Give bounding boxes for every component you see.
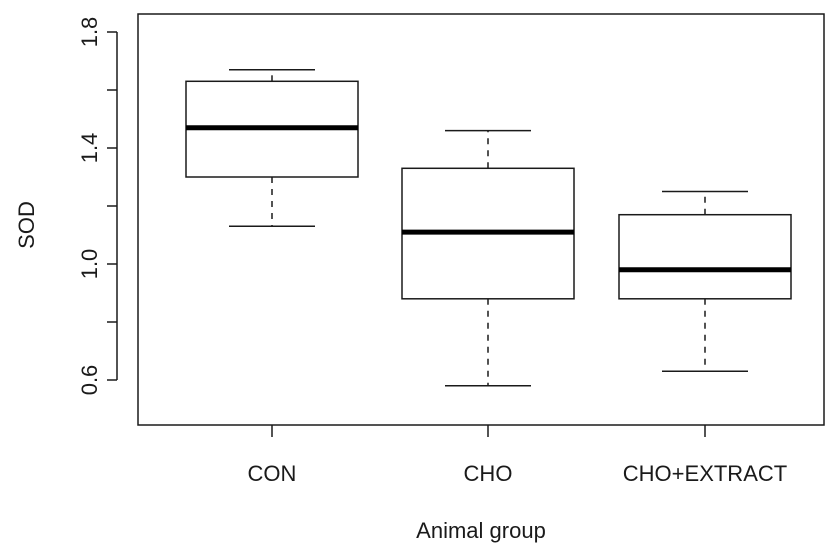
- y-tick-label: 1.4: [77, 133, 102, 164]
- box-group: [401, 129, 575, 387]
- box-group: [185, 68, 359, 228]
- y-axis: 0.6 1.0 1.4 1.8: [77, 17, 118, 396]
- boxes: [185, 68, 792, 387]
- y-tick-label: 1.8: [77, 17, 102, 48]
- y-tick-label: 1.0: [77, 249, 102, 280]
- x-tick-label: CHO+EXTRACT: [623, 461, 787, 486]
- y-tick-label: 0.6: [77, 365, 102, 396]
- plot-frame: [137, 13, 825, 426]
- x-tick-label: CHO: [464, 461, 513, 486]
- box-group: [618, 190, 792, 373]
- x-axis: CON CHO CHO+EXTRACT: [248, 425, 787, 486]
- iqr-box: [618, 213, 792, 300]
- x-axis-title: Animal group: [416, 518, 546, 543]
- y-axis-title: SOD: [14, 201, 39, 249]
- x-tick-label: CON: [248, 461, 297, 486]
